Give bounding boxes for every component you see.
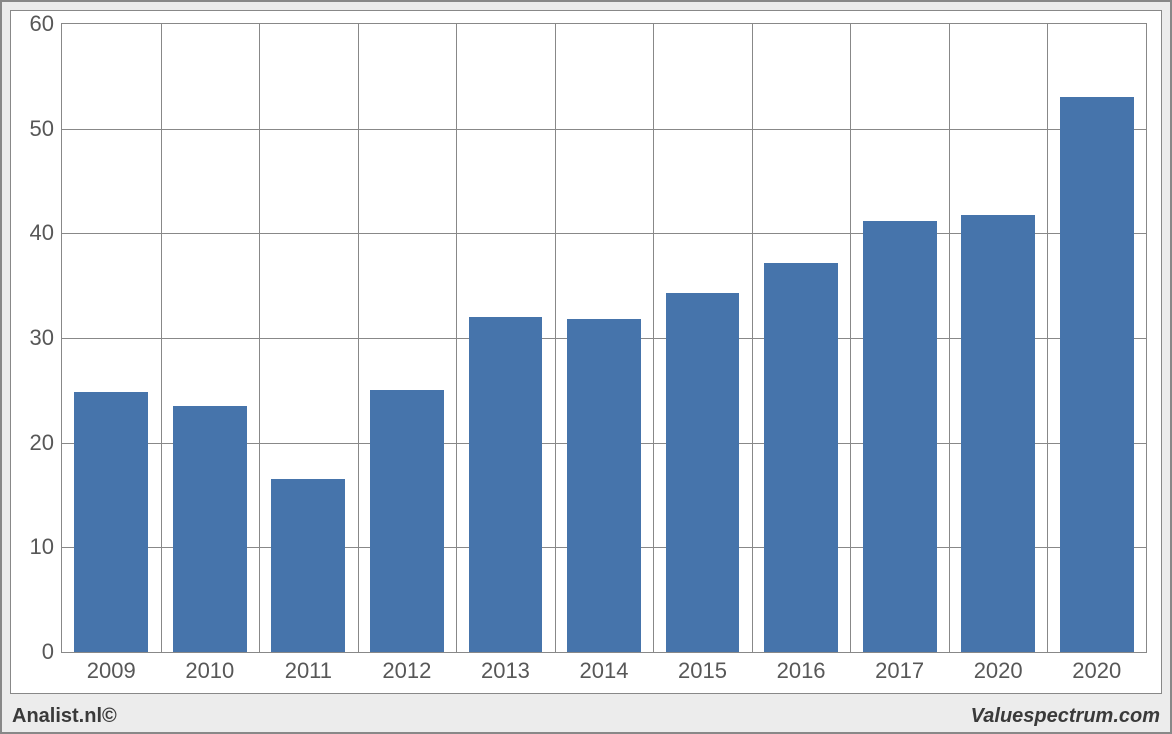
- x-tick-label: 2013: [481, 658, 530, 684]
- y-tick-label: 30: [30, 325, 54, 351]
- gridline-v: [752, 24, 753, 652]
- bar: [961, 215, 1035, 653]
- bar: [370, 390, 444, 652]
- gridline-v: [161, 24, 162, 652]
- chart-outer-frame: 0 10 20 30 40 50 60 2009 2010 2011 2012 2013 2014 201…: [0, 0, 1172, 734]
- bar: [863, 221, 937, 652]
- y-tick-label: 60: [30, 11, 54, 37]
- bar: [1060, 97, 1134, 652]
- x-tick-label: 2020: [1072, 658, 1121, 684]
- bar: [469, 317, 543, 652]
- gridline-v: [653, 24, 654, 652]
- y-tick-label: 50: [30, 116, 54, 142]
- gridline-v: [456, 24, 457, 652]
- x-tick-label: 2015: [678, 658, 727, 684]
- plot-area: 0102030405060200920102011201220132014201…: [61, 23, 1147, 653]
- bar: [764, 263, 838, 652]
- y-tick-label: 10: [30, 534, 54, 560]
- chart-inner-frame: 0 10 20 30 40 50 60 2009 2010 2011 2012 2013 2014 201…: [10, 10, 1162, 694]
- gridline-v: [358, 24, 359, 652]
- x-tick-label: 2011: [285, 658, 332, 684]
- x-tick-label: 2016: [777, 658, 826, 684]
- x-tick-label: 2020: [974, 658, 1023, 684]
- x-tick-label: 2012: [382, 658, 431, 684]
- bar: [173, 406, 247, 652]
- gridline-v: [555, 24, 556, 652]
- gridline-v: [850, 24, 851, 652]
- bar: [666, 293, 740, 652]
- bar: [567, 319, 641, 652]
- x-tick-label: 2010: [185, 658, 234, 684]
- bar: [74, 392, 148, 652]
- footer-right-attribution: Valuespectrum.com: [971, 705, 1160, 728]
- gridline-v: [259, 24, 260, 652]
- y-tick-label: 0: [42, 639, 54, 665]
- y-tick-label: 20: [30, 430, 54, 456]
- gridline-v: [1047, 24, 1048, 652]
- gridline-h: [62, 129, 1146, 130]
- x-tick-label: 2009: [87, 658, 136, 684]
- y-tick-label: 40: [30, 220, 54, 246]
- footer-left-attribution: Analist.nl©: [12, 705, 117, 728]
- x-tick-label: 2014: [580, 658, 629, 684]
- bar: [271, 479, 345, 652]
- x-tick-label: 2017: [875, 658, 924, 684]
- gridline-v: [949, 24, 950, 652]
